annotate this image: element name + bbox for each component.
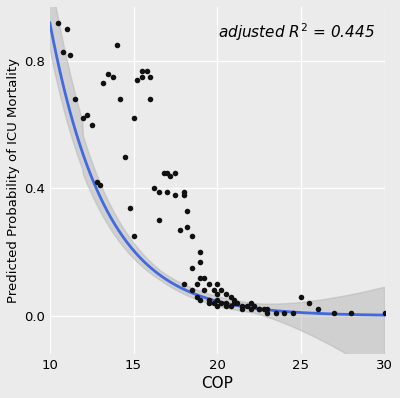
Point <box>206 281 212 287</box>
Point <box>172 191 178 198</box>
Point <box>117 96 123 102</box>
Point <box>97 182 103 188</box>
Point <box>248 306 254 313</box>
Point <box>382 310 388 316</box>
Point <box>206 297 212 303</box>
X-axis label: COP: COP <box>201 376 233 391</box>
Point <box>298 294 304 300</box>
Point <box>88 121 95 128</box>
Y-axis label: Predicted Probability of ICU Mortality: Predicted Probability of ICU Mortality <box>7 58 20 303</box>
Point <box>256 306 262 313</box>
Point <box>60 48 66 55</box>
Point <box>105 70 112 77</box>
Point <box>130 233 137 239</box>
Point <box>189 265 195 271</box>
Point <box>180 188 187 195</box>
Point <box>331 310 338 316</box>
Point <box>156 217 162 223</box>
Point <box>217 300 224 306</box>
Point <box>217 287 224 294</box>
Point <box>201 275 207 281</box>
Point <box>180 191 187 198</box>
Point <box>55 20 62 26</box>
Text: adjusted $R^2$ = 0.445: adjusted $R^2$ = 0.445 <box>218 21 374 43</box>
Point <box>214 281 220 287</box>
Point <box>264 310 271 316</box>
Point <box>177 226 184 233</box>
Point <box>211 300 217 306</box>
Point <box>110 74 117 80</box>
Point <box>197 249 204 255</box>
Point <box>289 310 296 316</box>
Point <box>194 294 200 300</box>
Point <box>239 306 246 313</box>
Point <box>214 303 220 310</box>
Point <box>114 42 120 48</box>
Point <box>248 300 254 306</box>
Point <box>164 169 170 176</box>
Point <box>222 291 229 297</box>
Point <box>251 303 257 310</box>
Point <box>273 310 279 316</box>
Point <box>139 74 145 80</box>
Point <box>228 294 234 300</box>
Point <box>197 258 204 265</box>
Point <box>147 96 154 102</box>
Point <box>67 51 73 58</box>
Point <box>130 115 137 121</box>
Point <box>139 67 145 74</box>
Point <box>314 306 321 313</box>
Point <box>211 287 217 294</box>
Point <box>214 291 220 297</box>
Point <box>134 77 140 83</box>
Point <box>222 300 229 306</box>
Point <box>72 96 78 102</box>
Point <box>147 74 154 80</box>
Point <box>150 185 157 191</box>
Point <box>160 169 167 176</box>
Point <box>234 300 240 306</box>
Point <box>231 300 237 306</box>
Point <box>222 303 229 310</box>
Point <box>306 300 312 306</box>
Point <box>164 188 170 195</box>
Point <box>84 112 90 118</box>
Point <box>63 26 70 32</box>
Point <box>197 275 204 281</box>
Point <box>167 172 174 179</box>
Point <box>256 306 262 313</box>
Point <box>264 306 271 313</box>
Point <box>194 281 200 287</box>
Point <box>184 207 190 214</box>
Point <box>100 80 107 86</box>
Point <box>281 310 287 316</box>
Point <box>239 303 246 310</box>
Point <box>184 223 190 230</box>
Point <box>189 287 195 294</box>
Point <box>231 297 237 303</box>
Point <box>201 287 207 294</box>
Point <box>80 115 86 121</box>
Point <box>127 204 133 211</box>
Point <box>172 169 178 176</box>
Point <box>214 297 220 303</box>
Point <box>180 281 187 287</box>
Point <box>261 306 267 313</box>
Point <box>94 179 100 185</box>
Point <box>197 297 204 303</box>
Point <box>144 67 150 74</box>
Point <box>244 303 250 310</box>
Point <box>122 153 128 160</box>
Point <box>189 233 195 239</box>
Point <box>228 303 234 310</box>
Point <box>348 310 354 316</box>
Point <box>156 188 162 195</box>
Point <box>206 300 212 306</box>
